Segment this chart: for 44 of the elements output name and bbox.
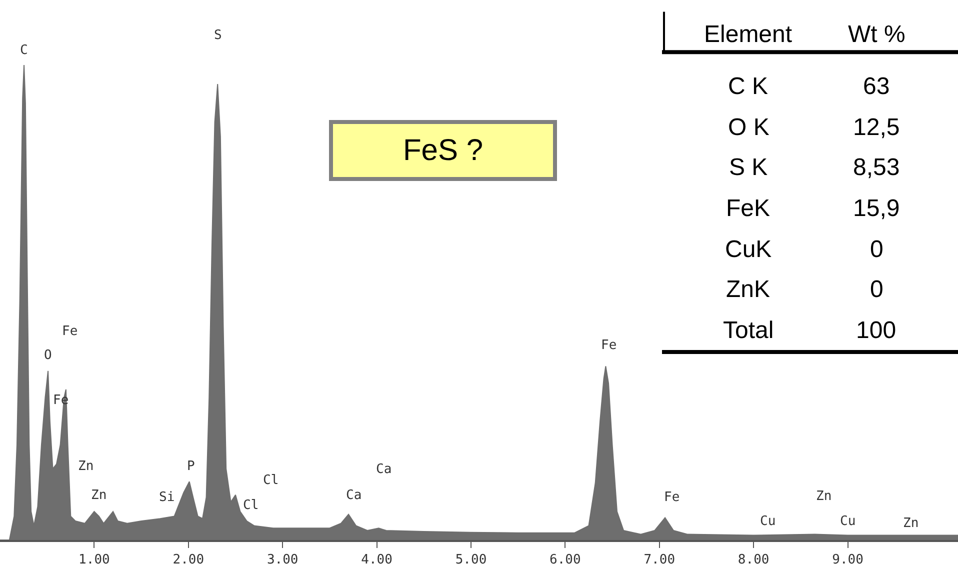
x-tick-label: 7.00 [644,552,676,566]
annotation: Ca [346,488,362,503]
annotation: Zn [91,488,107,503]
annotation: Total [723,317,774,344]
annotation: ZnK [726,276,770,303]
annotation: Fe [601,338,617,353]
annotation: FeS ? [402,134,484,167]
annotation: Cl [243,498,259,513]
annotation: Zn [903,516,919,531]
x-tick-label: 5.00 [455,552,487,566]
annotation: O K [728,114,770,141]
text: Wt % [848,21,906,48]
annotation: 0 [870,276,884,303]
x-tick-label: 8.00 [738,552,770,566]
annotation: 15,9 [853,195,900,222]
x-tick-label: 3.00 [266,552,298,566]
text: C [20,43,28,58]
x-tick-label: 6.00 [550,552,581,566]
x-tick-label: 2.00 [172,552,204,566]
annotation: 63 [863,73,890,100]
annotation: Fe [664,490,680,505]
annotation: 12,5 [853,114,900,141]
annotation: CuK [725,236,772,263]
annotation: Cu [760,514,776,529]
annotation: FeK [726,195,770,222]
annotation: Fe [62,324,78,339]
annotation: Zn [78,459,94,474]
annotation: 8,53 [853,154,900,181]
annotation: Ca [376,462,392,477]
annotation: O [44,348,52,363]
text: S [214,28,222,43]
annotation: Zn [816,489,832,504]
annotation: 0 [870,236,884,263]
annotation: Cl [263,473,279,488]
text: Element [704,21,792,48]
x-tick-label: 1.00 [78,552,110,566]
annotation: P [187,459,195,474]
x-tick-label: 9.00 [832,552,864,566]
annotation: Cu [840,514,856,529]
annotation: Si [159,490,175,505]
annotation: C K [728,73,768,100]
x-tick-label: 4.00 [361,552,392,566]
annotation: 100 [856,317,896,344]
annotation: S K [729,154,768,181]
